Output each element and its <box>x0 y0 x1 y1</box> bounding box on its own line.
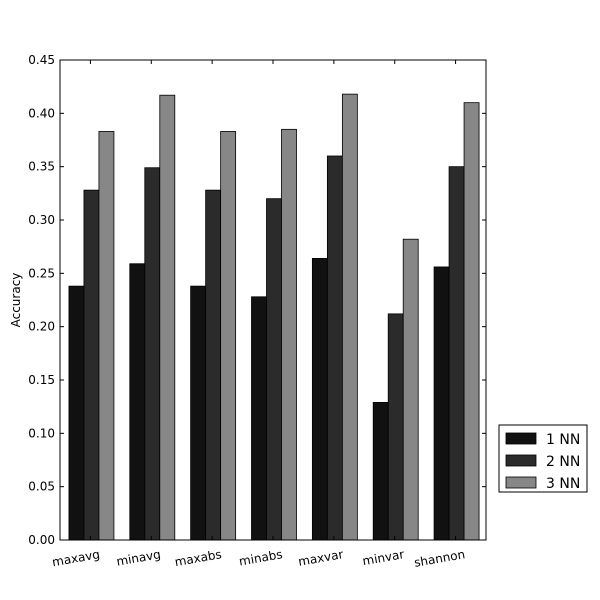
bar-minabs-2-nn <box>266 198 282 541</box>
x-tick-label-minvar: minvar <box>361 547 405 568</box>
bar-maxavg-1-nn <box>68 285 85 541</box>
y-tick-label: 0.45 <box>28 53 55 67</box>
bar-minabs-1-nn <box>251 296 267 541</box>
legend: 1 NN 2 NN 3 NN <box>498 424 588 493</box>
legend-swatch-2-nn <box>505 454 537 467</box>
bars-layer <box>68 93 480 541</box>
bar-minvar-3-nn <box>402 238 419 541</box>
bar-minvar-2-nn <box>387 313 404 541</box>
y-axis-label: Accuracy <box>9 273 23 328</box>
y-tick-label: 0.15 <box>28 373 55 387</box>
bar-maxabs-1-nn <box>190 285 207 541</box>
y-tick-label: 0.05 <box>28 480 55 494</box>
y-tick-label: 0.40 <box>28 106 55 120</box>
bar-minabs-3-nn <box>281 128 297 541</box>
bar-minavg-1-nn <box>129 263 146 541</box>
y-tick-label: 0.35 <box>28 160 55 174</box>
y-tick-label: 0.20 <box>28 320 55 334</box>
bar-minvar-1-nn <box>372 401 389 541</box>
bar-shannon-1-nn <box>433 266 450 541</box>
bar-minavg-2-nn <box>144 167 161 541</box>
y-tick-label: 0.10 <box>28 426 55 440</box>
legend-label-2-nn: 2 NN <box>546 454 580 470</box>
bar-shannon-3-nn <box>463 102 480 541</box>
x-tick-label-maxavg: maxavg <box>51 547 101 569</box>
y-tick-label: 0.30 <box>28 213 55 227</box>
bar-maxvar-3-nn <box>341 93 358 541</box>
bar-shannon-2-nn <box>448 166 465 541</box>
bar-maxavg-3-nn <box>98 131 115 541</box>
bar-maxabs-2-nn <box>205 189 222 541</box>
x-tick-label-minavg: minavg <box>115 547 161 569</box>
legend-swatch-1-nn <box>505 432 537 445</box>
legend-label-3-nn: 3 NN <box>546 476 580 492</box>
bar-minavg-3-nn <box>159 94 176 541</box>
x-tick-label-maxvar: maxvar <box>297 547 344 569</box>
bar-maxavg-2-nn <box>83 189 100 541</box>
bar-maxvar-1-nn <box>311 257 328 541</box>
x-tick-label-shannon: shannon <box>413 547 466 570</box>
x-tick-label-minabs: minabs <box>238 547 284 568</box>
bar-maxabs-3-nn <box>220 131 237 541</box>
bar-maxvar-2-nn <box>326 155 343 541</box>
y-tick-label: 0.25 <box>28 266 55 280</box>
x-tick-label-maxabs: maxabs <box>174 547 223 569</box>
y-tick-label: 0.00 <box>28 533 55 547</box>
legend-label-1-nn: 1 NN <box>546 432 580 448</box>
legend-swatch-3-nn <box>505 476 537 489</box>
